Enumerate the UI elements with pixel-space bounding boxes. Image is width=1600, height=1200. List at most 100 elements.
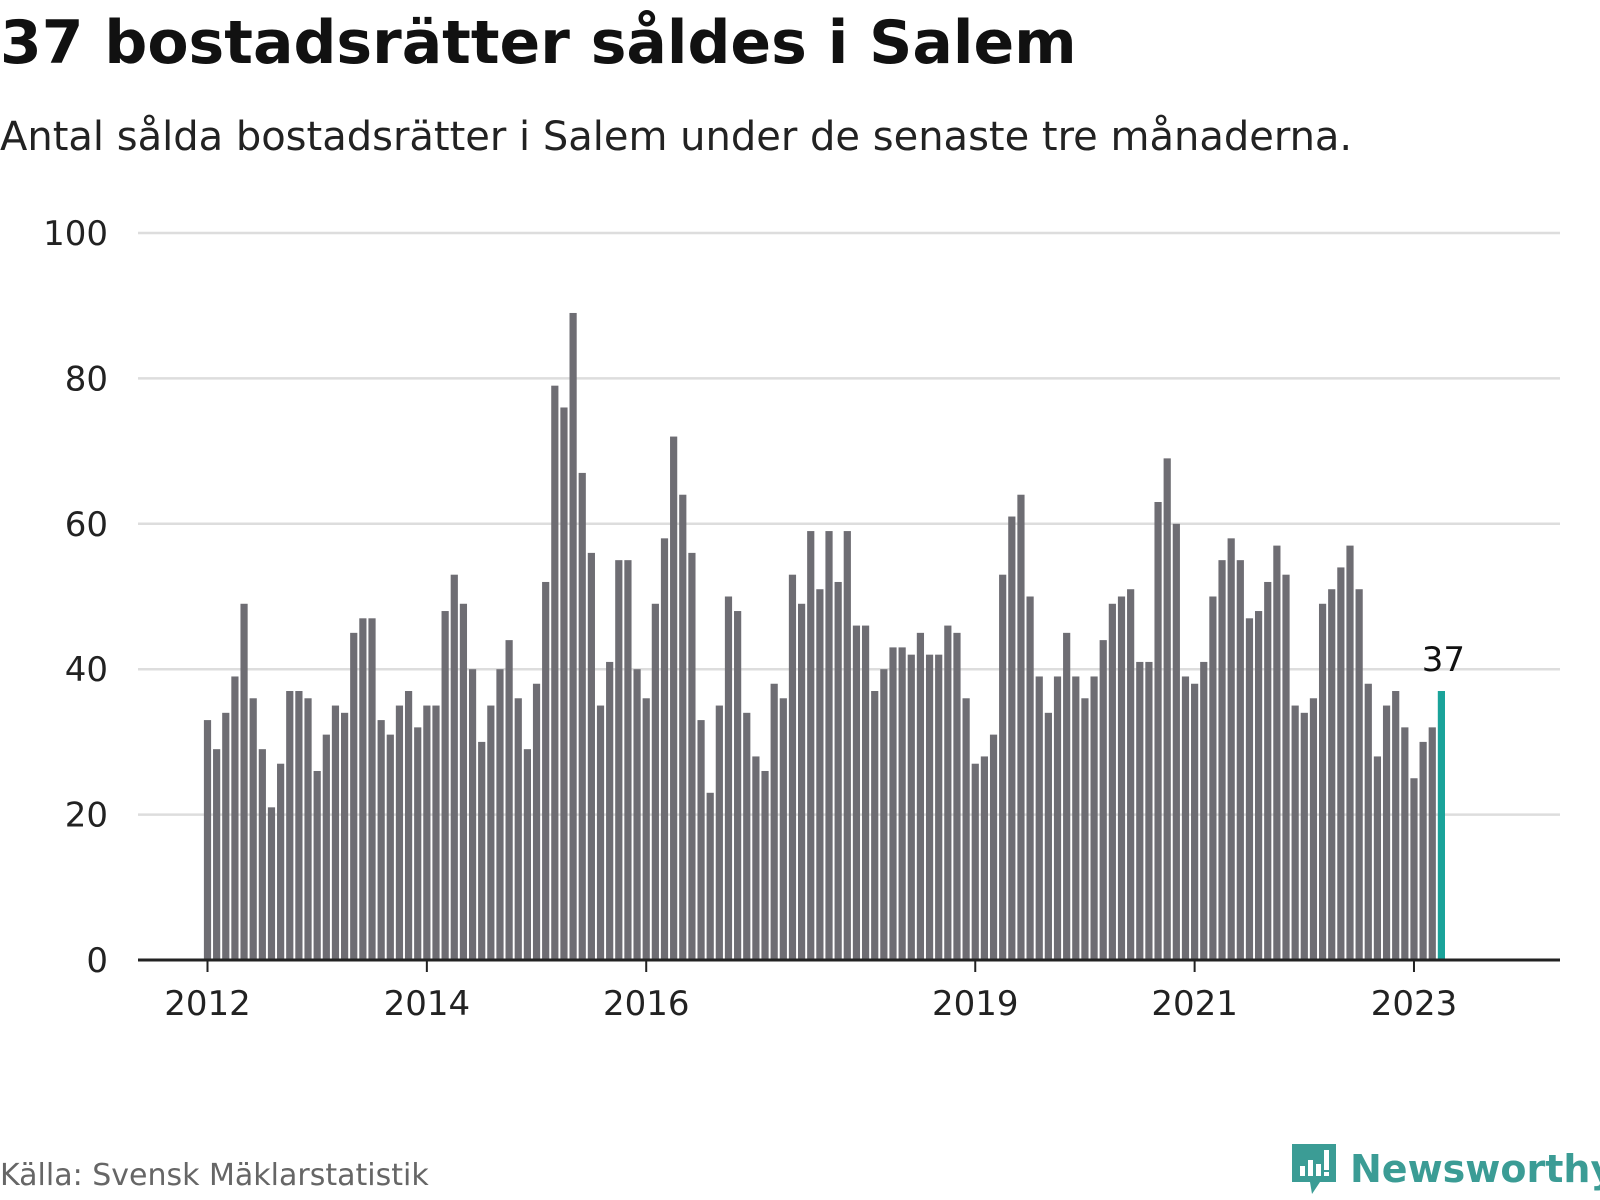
bar [889,647,897,960]
y-tick-label: 100 [43,214,108,254]
bar [1108,603,1116,960]
bar [743,712,751,960]
bar [651,603,659,960]
bar [852,625,861,960]
bar [222,712,230,960]
bar [1163,458,1171,960]
bar [861,625,870,960]
y-tick-label: 80 [65,359,108,399]
bar [560,407,568,961]
bar [999,574,1007,960]
y-tick-label: 40 [65,650,108,690]
bar [1291,705,1299,960]
bar [1300,712,1308,960]
bar [1154,501,1162,960]
bar [359,618,367,960]
chart-subtitle: Antal sålda bostadsrätter i Salem under … [0,114,1353,160]
bar [1127,589,1135,960]
bar [1136,661,1144,960]
bar [505,640,513,960]
bar [761,770,769,960]
bar [1392,691,1400,960]
bar [496,669,504,960]
bar [322,734,330,960]
brand-name: Newsworthy [1350,1147,1600,1191]
bar [1264,581,1272,960]
bar [834,581,842,960]
y-tick-label: 60 [65,505,108,545]
source-note: Källa: Svensk Mäklarstatistik [0,1158,429,1193]
y-tick-label: 0 [86,941,108,981]
bar [1017,494,1025,960]
bar [1401,727,1409,960]
bar [1209,596,1217,960]
bar [1063,632,1071,960]
bar [1236,560,1244,960]
bar [1181,676,1190,960]
bar [971,763,979,960]
bar [1035,676,1043,960]
bar [267,807,276,960]
bar [624,560,632,960]
bar [1337,567,1345,960]
bar [203,720,212,960]
bar [1044,712,1052,960]
bar [980,756,988,960]
bar [642,698,650,960]
bar [606,661,614,960]
bar [1026,596,1034,960]
bar [788,574,797,960]
x-tick-label: 2019 [932,984,1019,1024]
bar [1309,698,1318,960]
bar [414,727,422,960]
bar [459,603,468,960]
bar [1255,611,1263,960]
bar [1145,661,1153,960]
bar [487,705,495,960]
bar [249,698,257,960]
bar [1273,545,1281,960]
bar [468,669,477,960]
bar [578,472,586,960]
bar [1200,661,1208,960]
bar [277,763,285,960]
bar [478,741,486,960]
bar [341,712,349,960]
bar [953,632,961,960]
bar [697,720,705,960]
bar [1328,589,1336,960]
bar [670,436,678,960]
bar [542,581,550,960]
bar [386,734,394,960]
bar [1218,560,1226,960]
bar [350,632,358,960]
bar [569,312,577,961]
y-axis-tick-labels: 0 20 40 60 80 100 [43,214,108,981]
chart-title: 37 bostadsrätter såldes i Salem [0,8,1077,78]
bar [843,531,851,960]
bar [1245,618,1254,960]
bar [240,603,248,960]
bar [688,552,696,960]
y-tick-label: 20 [65,796,108,836]
bar-chart-speech-bubble-icon [1292,1144,1336,1194]
bar [295,691,303,960]
bar [1053,676,1062,960]
bar [213,749,221,960]
bar [1346,545,1354,960]
bar [377,720,385,960]
bar [532,683,541,960]
x-tick-label: 2014 [384,984,471,1024]
bar [989,734,998,960]
bar [1373,756,1382,960]
bar [816,589,824,960]
bar [752,756,760,960]
bar [734,611,742,960]
bar [286,691,294,960]
bar [615,560,623,960]
bar [404,691,413,960]
bar [1090,676,1098,960]
bar [1191,683,1199,960]
bar [1008,516,1016,960]
bar [925,654,934,960]
